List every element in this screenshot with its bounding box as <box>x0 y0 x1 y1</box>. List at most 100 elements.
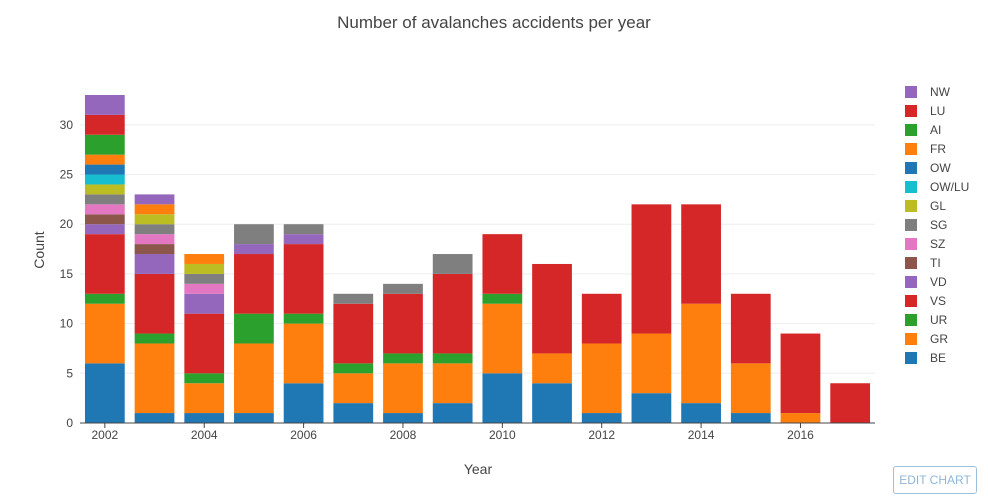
bar-vs-2016 <box>780 333 821 414</box>
legend-label-fr[interactable]: FR <box>930 142 946 156</box>
bar-vd-2006 <box>283 234 324 245</box>
legend-swatch-gl[interactable] <box>905 200 917 212</box>
bar-vd-2004 <box>184 293 225 314</box>
bar-gr-2002 <box>84 303 125 364</box>
legend-label-ur[interactable]: UR <box>930 313 948 327</box>
bar-ur-2006 <box>283 313 324 324</box>
bar-be-2006 <box>283 383 324 423</box>
legend-swatch-sz[interactable] <box>905 238 917 250</box>
bar-gr-2014 <box>681 303 721 404</box>
bar-ow-2002 <box>84 164 125 175</box>
bar-ur-2005 <box>234 313 274 344</box>
y-tick-label: 5 <box>66 366 73 380</box>
legend-swatch-ai[interactable] <box>905 124 917 136</box>
bar-vs-2003 <box>134 273 175 334</box>
legend-swatch-gr[interactable] <box>905 333 917 345</box>
legend-label-lu[interactable]: LU <box>930 104 945 118</box>
bars <box>84 95 871 423</box>
legend-swatch-vd[interactable] <box>905 276 917 288</box>
bar-gr-2015 <box>730 363 771 414</box>
bar-vs-2005 <box>234 254 274 314</box>
x-axis-title: Year <box>464 461 493 477</box>
bar-be-2012 <box>581 413 622 423</box>
bar-gr-2016 <box>780 413 821 423</box>
bar-ur-2009 <box>432 353 473 364</box>
bar-sz-2004 <box>184 283 225 294</box>
bar-gr-2003 <box>134 343 175 414</box>
bar-be-2013 <box>631 393 672 423</box>
legend-label-ow[interactable]: OW <box>930 161 951 175</box>
bar-be-2003 <box>134 413 175 423</box>
bar-gr-2006 <box>283 323 324 384</box>
bar-nw-2002 <box>84 95 125 115</box>
chart-title: Number of avalanches accidents per year <box>337 13 651 32</box>
bar-vd-2002 <box>84 224 125 235</box>
bar-lu-2002 <box>84 114 125 135</box>
bar-sg-2009 <box>432 254 473 274</box>
bar-gr-2011 <box>532 353 572 384</box>
edit-chart-button[interactable]: EDIT CHART <box>893 466 977 494</box>
legend-swatch-ti[interactable] <box>905 257 917 269</box>
bar-vs-2009 <box>432 273 473 354</box>
x-tick-label: 2006 <box>290 428 317 442</box>
bar-ow-lu-2002 <box>84 174 125 185</box>
bar-ti-2003 <box>134 244 175 255</box>
x-tick-label: 2008 <box>390 428 417 442</box>
legend-swatch-ur[interactable] <box>905 314 917 326</box>
x-tick-label: 2016 <box>787 428 814 442</box>
bar-sg-2005 <box>234 224 274 245</box>
legend-label-vd[interactable]: VD <box>930 275 947 289</box>
bar-vs-2007 <box>333 303 374 364</box>
legend-label-gl[interactable]: GL <box>930 199 946 213</box>
legend-label-ow-lu[interactable]: OW/LU <box>930 180 969 194</box>
legend-label-ai[interactable]: AI <box>930 123 941 137</box>
bar-vs-2011 <box>532 263 572 354</box>
bar-be-2008 <box>383 413 423 423</box>
bar-vs-2006 <box>283 244 324 314</box>
legend-swatch-lu[interactable] <box>905 105 917 117</box>
bar-ur-2003 <box>134 333 175 344</box>
bar-fr-2002 <box>84 154 125 165</box>
bar-gr-2005 <box>234 343 274 414</box>
legend-swatch-be[interactable] <box>905 352 917 364</box>
legend-swatch-fr[interactable] <box>905 143 917 155</box>
legend-swatch-ow[interactable] <box>905 162 917 174</box>
bar-vs-2012 <box>581 293 622 344</box>
y-axis-ticks: 0 5 10 15 20 25 30 <box>60 118 74 430</box>
x-tick-label: 2004 <box>191 428 218 442</box>
legend: NW LU AI FR OW OW/LU GL SG SZ TI VD VS UR GR BE <box>905 85 969 365</box>
bar-sz-2002 <box>84 204 125 215</box>
legend-label-nw[interactable]: NW <box>930 85 951 99</box>
bar-be-2004 <box>184 413 225 423</box>
legend-label-vs[interactable]: VS <box>930 294 946 308</box>
bar-sg-2006 <box>283 224 324 235</box>
y-tick-label: 25 <box>60 168 74 182</box>
bar-ur-2004 <box>184 373 225 384</box>
y-tick-label: 30 <box>60 118 74 132</box>
legend-label-be[interactable]: BE <box>930 351 946 365</box>
bar-fr-2004 <box>184 254 225 264</box>
legend-label-sz[interactable]: SZ <box>930 237 945 251</box>
bar-gr-2008 <box>383 363 423 414</box>
bar-gl-2004 <box>184 263 225 274</box>
bar-vd-2003 <box>134 254 175 274</box>
bar-vs-2010 <box>482 234 523 294</box>
bar-be-2010 <box>482 373 523 423</box>
legend-label-ti[interactable]: TI <box>930 256 941 270</box>
bar-sg-2007 <box>333 293 374 304</box>
x-tick-label: 2002 <box>91 428 118 442</box>
bar-gr-2009 <box>432 363 473 404</box>
legend-swatch-nw[interactable] <box>905 86 917 98</box>
bar-ur-2010 <box>482 293 523 304</box>
legend-swatch-ow-lu[interactable] <box>905 181 917 193</box>
legend-label-gr[interactable]: GR <box>930 332 948 346</box>
bar-vs-2013 <box>631 204 672 334</box>
legend-swatch-vs[interactable] <box>905 295 917 307</box>
bar-be-2002 <box>84 363 125 423</box>
bar-ur-2007 <box>333 363 374 374</box>
y-tick-label: 0 <box>66 416 73 430</box>
legend-label-sg[interactable]: SG <box>930 218 947 232</box>
bar-vs-2002 <box>84 234 125 294</box>
bar-ur-2002 <box>84 293 125 304</box>
legend-swatch-sg[interactable] <box>905 219 917 231</box>
